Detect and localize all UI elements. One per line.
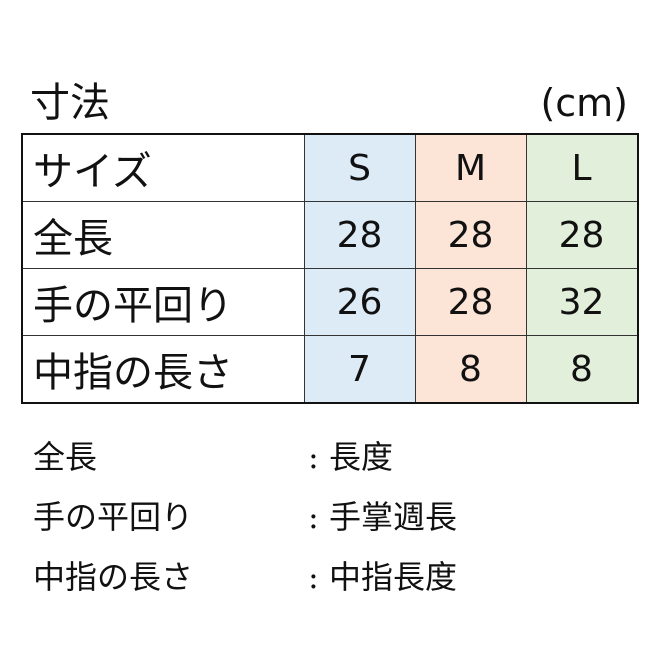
legend-term: 中指の長さ	[33, 558, 194, 596]
cell-s: 26	[303, 268, 416, 336]
cell-m: 28	[414, 268, 527, 336]
size-m-header: M	[414, 133, 527, 202]
table-header-row: サイズ S M L	[21, 133, 638, 202]
legend-definition: : 中指長度	[308, 558, 457, 596]
legend-definition: : 長度	[308, 438, 393, 476]
size-s-header: S	[303, 133, 416, 202]
table-row: 手の平回り 26 28 32	[21, 268, 638, 336]
size-table: サイズ S M L 全長 28 28 28 手の平回り 26 28 32 中指の…	[21, 133, 639, 404]
unit-label: (cm)	[540, 81, 628, 125]
chart-title: 寸法	[30, 80, 110, 126]
legend-item: 中指の長さ : 中指長度	[33, 545, 457, 605]
header-label: サイズ	[21, 133, 305, 202]
cell-s: 7	[303, 335, 416, 404]
legend-term: 手の平回り	[33, 498, 194, 536]
legend-definition: : 手掌週長	[308, 498, 457, 536]
legend-item: 全長 : 長度	[33, 425, 457, 485]
legend: 全長 : 長度 手の平回り : 手掌週長 中指の長さ : 中指長度	[33, 425, 457, 605]
cell-m: 28	[414, 201, 527, 269]
row-label: 手の平回り	[21, 268, 305, 336]
legend-item: 手の平回り : 手掌週長	[33, 485, 457, 545]
row-label: 中指の長さ	[21, 335, 305, 404]
cell-l: 8	[525, 335, 638, 404]
cell-s: 28	[303, 201, 416, 269]
row-label: 全長	[21, 201, 305, 269]
size-l-header: L	[525, 133, 638, 202]
cell-l: 32	[525, 268, 638, 336]
legend-term: 全長	[33, 438, 98, 476]
cell-l: 28	[525, 201, 638, 269]
table-row: 全長 28 28 28	[21, 201, 638, 269]
table-row: 中指の長さ 7 8 8	[21, 335, 638, 404]
cell-m: 8	[414, 335, 527, 404]
